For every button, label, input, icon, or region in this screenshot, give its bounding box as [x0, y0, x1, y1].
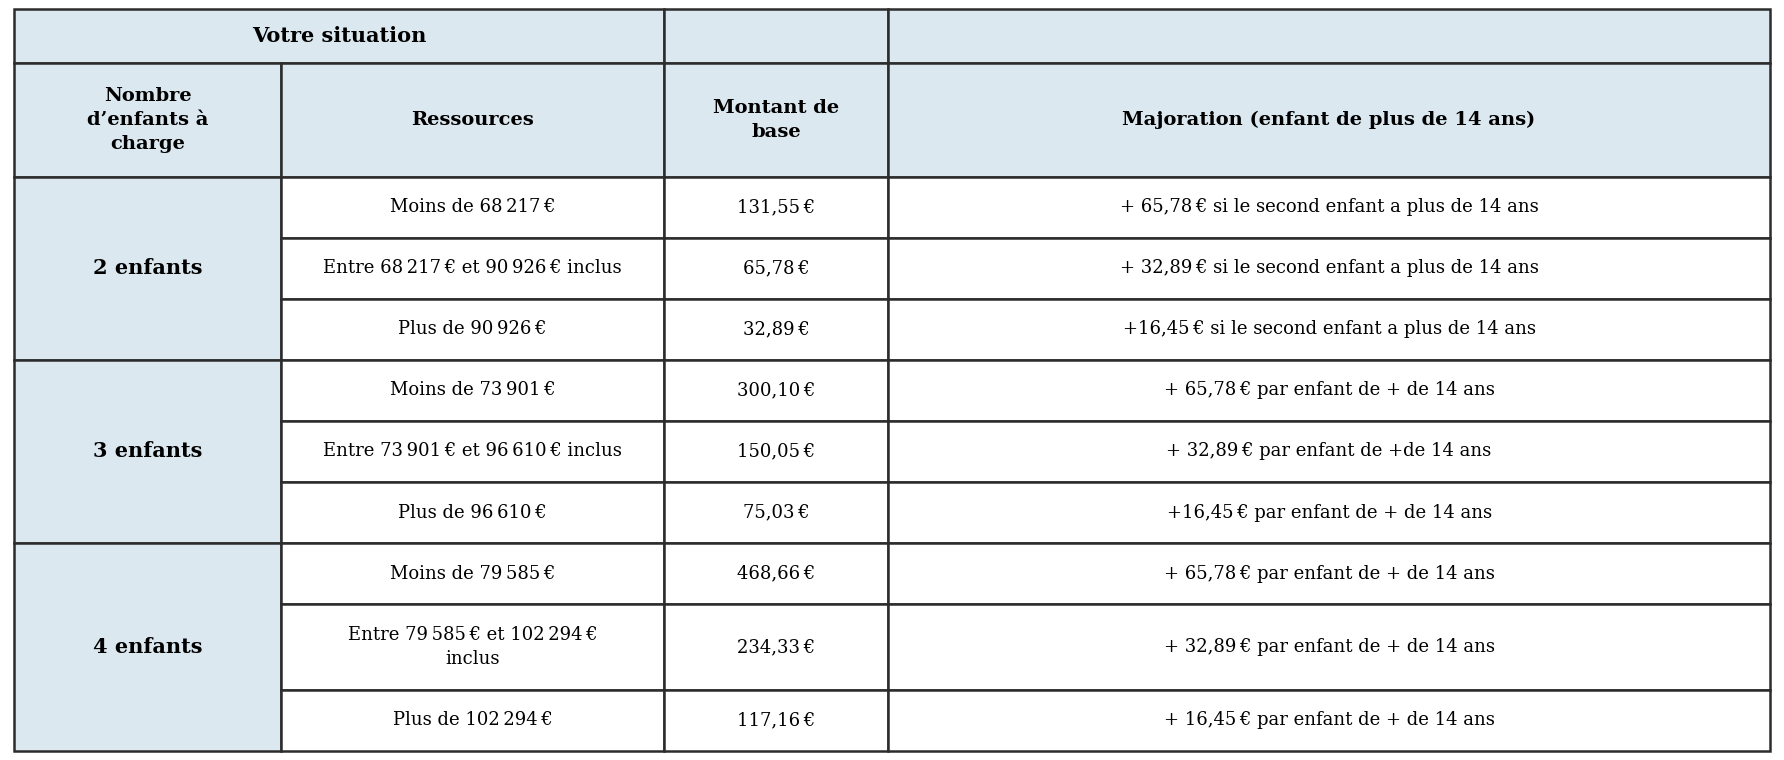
Text: Nombre
d’enfants à
charge: Nombre d’enfants à charge	[87, 87, 209, 153]
Bar	[282, 604, 664, 690]
Bar	[664, 238, 888, 299]
Text: 234,33 €: 234,33 €	[737, 638, 815, 656]
Bar	[14, 543, 282, 751]
Text: +16,45 € si le second enfant a plus de 14 ans: +16,45 € si le second enfant a plus de 1…	[1122, 321, 1536, 338]
Bar	[664, 421, 888, 482]
Bar	[14, 9, 664, 64]
Bar	[282, 64, 664, 176]
Bar	[282, 482, 664, 543]
Text: Entre 73 901 € et 96 610 € inclus: Entre 73 901 € et 96 610 € inclus	[323, 442, 623, 461]
Bar	[888, 482, 1770, 543]
Text: Majoration (enfant de plus de 14 ans): Majoration (enfant de plus de 14 ans)	[1122, 111, 1536, 129]
Bar	[664, 604, 888, 690]
Bar	[14, 360, 282, 543]
Bar	[282, 176, 664, 238]
Text: Votre situation: Votre situation	[252, 27, 426, 46]
Text: 75,03 €: 75,03 €	[742, 504, 810, 521]
Text: Entre 79 585 € et 102 294 €
inclus: Entre 79 585 € et 102 294 € inclus	[348, 626, 598, 668]
Bar	[664, 64, 888, 176]
Text: Entre 68 217 € et 90 926 € inclus: Entre 68 217 € et 90 926 € inclus	[323, 259, 623, 277]
Bar	[664, 176, 888, 238]
Text: + 65,78 € par enfant de + de 14 ans: + 65,78 € par enfant de + de 14 ans	[1163, 565, 1495, 583]
Bar	[664, 543, 888, 604]
Text: + 16,45 € par enfant de + de 14 ans: + 16,45 € par enfant de + de 14 ans	[1163, 711, 1495, 730]
Bar	[888, 360, 1770, 421]
Bar	[888, 543, 1770, 604]
Text: Moins de 79 585 €: Moins de 79 585 €	[391, 565, 555, 583]
Bar	[14, 176, 282, 360]
Text: 300,10 €: 300,10 €	[737, 382, 815, 400]
Bar	[282, 543, 664, 604]
Bar	[888, 238, 1770, 299]
Bar	[888, 64, 1770, 176]
Text: 32,89 €: 32,89 €	[742, 321, 810, 338]
Text: 150,05 €: 150,05 €	[737, 442, 815, 461]
Text: 117,16 €: 117,16 €	[737, 711, 815, 730]
Bar	[282, 299, 664, 360]
Text: Ressources: Ressources	[410, 111, 533, 129]
Bar	[888, 9, 1770, 64]
Bar	[888, 421, 1770, 482]
Text: 4 enfants: 4 enfants	[93, 637, 202, 657]
Text: Plus de 96 610 €: Plus de 96 610 €	[398, 504, 546, 521]
Bar	[664, 690, 888, 751]
Text: +16,45 € par enfant de + de 14 ans: +16,45 € par enfant de + de 14 ans	[1167, 504, 1491, 521]
Text: 468,66 €: 468,66 €	[737, 565, 815, 583]
Bar	[664, 299, 888, 360]
Bar	[888, 176, 1770, 238]
Bar	[888, 690, 1770, 751]
Text: + 32,89 € si le second enfant a plus de 14 ans: + 32,89 € si le second enfant a plus de …	[1120, 259, 1538, 277]
Bar	[282, 421, 664, 482]
Text: + 65,78 € par enfant de + de 14 ans: + 65,78 € par enfant de + de 14 ans	[1163, 382, 1495, 400]
Bar	[888, 299, 1770, 360]
Text: Montant de
base: Montant de base	[714, 100, 838, 141]
Text: 2 enfants: 2 enfants	[93, 258, 202, 278]
Bar	[282, 360, 664, 421]
Text: 3 enfants: 3 enfants	[93, 442, 202, 461]
Bar	[664, 360, 888, 421]
Bar	[14, 64, 282, 176]
Bar	[664, 9, 888, 64]
Text: + 32,89 € par enfant de +de 14 ans: + 32,89 € par enfant de +de 14 ans	[1167, 442, 1491, 461]
Bar	[282, 238, 664, 299]
Text: Moins de 68 217 €: Moins de 68 217 €	[389, 198, 555, 217]
Bar	[282, 690, 664, 751]
Bar	[664, 482, 888, 543]
Bar	[888, 604, 1770, 690]
Text: Plus de 102 294 €: Plus de 102 294 €	[392, 711, 553, 730]
Text: Plus de 90 926 €: Plus de 90 926 €	[398, 321, 546, 338]
Text: + 32,89 € par enfant de + de 14 ans: + 32,89 € par enfant de + de 14 ans	[1163, 638, 1495, 656]
Text: Moins de 73 901 €: Moins de 73 901 €	[389, 382, 555, 400]
Text: + 65,78 € si le second enfant a plus de 14 ans: + 65,78 € si le second enfant a plus de …	[1120, 198, 1538, 217]
Text: 131,55 €: 131,55 €	[737, 198, 815, 217]
Text: 65,78 €: 65,78 €	[742, 259, 810, 277]
